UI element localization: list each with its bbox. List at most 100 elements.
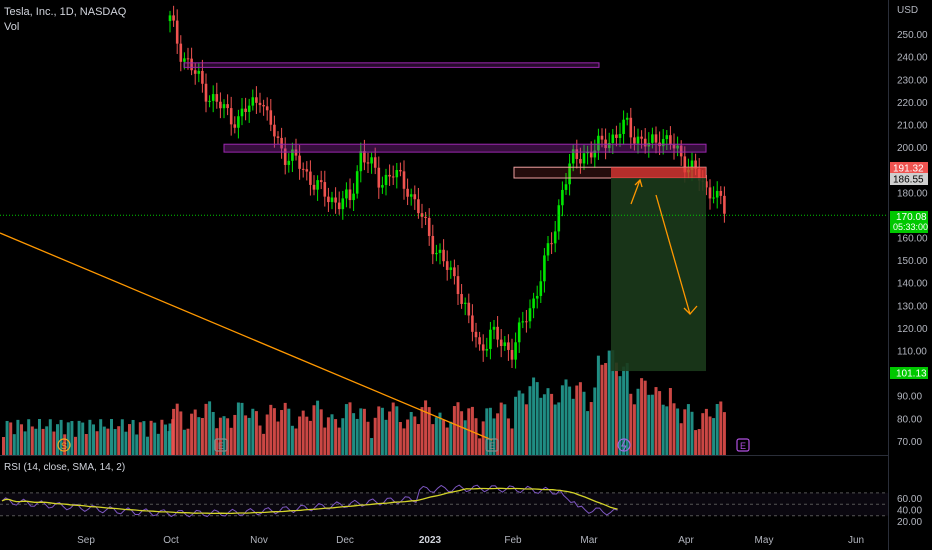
candle-body <box>237 116 240 128</box>
candle-body <box>611 134 615 144</box>
volume-bar <box>59 419 63 455</box>
candle-body <box>589 151 593 158</box>
volume-bar <box>229 427 233 455</box>
volume-bar <box>589 402 593 455</box>
earnings-marker[interactable] <box>214 438 228 452</box>
time-axis[interactable]: Sep Oct Nov Dec 2023 Feb Mar Apr May Jun <box>77 535 864 546</box>
candle-body <box>669 135 672 145</box>
candle-body <box>489 329 492 349</box>
volume-legend[interactable]: Vol <box>4 21 20 33</box>
symbol-title[interactable]: Tesla, Inc., 1D, NASDAQ <box>4 6 127 18</box>
time-tick-label: May <box>755 535 774 546</box>
candle-body <box>190 58 193 71</box>
candle-body <box>283 148 287 165</box>
candle-body <box>427 217 431 236</box>
resistance-zone-upper[interactable] <box>183 62 600 68</box>
candle-body <box>215 94 219 102</box>
candle-body <box>201 70 204 84</box>
volume-bar <box>463 420 467 455</box>
candle-body <box>341 198 345 210</box>
rsi-legend[interactable]: RSI (14, close, SMA, 14, 2) <box>4 462 125 473</box>
candle-body <box>291 149 294 161</box>
volume-bar <box>131 419 135 455</box>
candle-body <box>636 136 640 144</box>
price-pane[interactable] <box>0 0 889 550</box>
candle-body <box>510 349 514 360</box>
volume-bar <box>719 401 723 455</box>
split-marker[interactable] <box>57 438 71 452</box>
price-tick-label: 220.00 <box>897 98 928 109</box>
volume-bar <box>416 424 420 455</box>
candle-body <box>348 189 352 201</box>
volume-bar <box>251 408 255 455</box>
projection-arrow-up[interactable] <box>630 179 641 205</box>
volume-bar <box>294 428 298 455</box>
candle-body <box>193 70 197 74</box>
volume-bar <box>66 422 70 455</box>
volume-bar <box>265 414 269 455</box>
candle-body <box>168 15 172 22</box>
price-tick-label: 90.00 <box>897 392 922 403</box>
volume-bar <box>254 411 258 455</box>
price-tick-label: 230.00 <box>897 75 928 86</box>
candle-body <box>532 298 535 309</box>
volume-bar <box>535 382 539 455</box>
trend-line[interactable] <box>0 232 493 441</box>
volume-bar <box>186 428 190 455</box>
candle-body <box>197 70 201 74</box>
candle-body <box>654 134 658 143</box>
volume-bar <box>319 409 323 455</box>
candle-body <box>690 160 694 170</box>
volume-bar <box>614 362 618 455</box>
target-price-text: 101.13 <box>896 369 927 380</box>
volume-bar <box>70 421 74 455</box>
candle-body <box>485 348 489 351</box>
candle-body <box>672 144 676 149</box>
candle-body <box>463 302 467 304</box>
candle-body <box>575 149 579 159</box>
volume-bar <box>496 413 500 455</box>
candle-body <box>323 182 327 197</box>
rsi-sma-line[interactable] <box>1 487 618 515</box>
volume-bar <box>233 414 237 455</box>
volume-bar <box>701 413 705 455</box>
earnings-marker[interactable] <box>485 438 499 452</box>
rsi-pane[interactable]: RSI (14, close, SMA, 14, 2) <box>0 462 888 518</box>
volume-bar <box>48 419 52 455</box>
volume-bar <box>712 418 716 455</box>
candle-body <box>265 106 269 111</box>
volume-bar <box>424 400 428 455</box>
candle-body <box>618 133 622 138</box>
volume-bar <box>413 416 417 455</box>
volume-bar <box>575 385 579 455</box>
volume-bar <box>334 419 338 455</box>
arrow-head-up <box>634 178 643 188</box>
projection-arrow-down[interactable] <box>655 194 691 315</box>
candle-body <box>319 180 323 183</box>
candle-body <box>309 171 312 185</box>
time-tick-label: 2023 <box>419 535 442 546</box>
volume-bar <box>629 393 633 455</box>
resistance-zone-middle[interactable] <box>223 143 707 153</box>
candle-body <box>355 171 359 194</box>
volume-bar <box>156 433 160 455</box>
rsi-tick-label: 60.00 <box>897 494 922 505</box>
stop-loss-zone[interactable] <box>611 167 706 178</box>
candle-body <box>640 136 643 139</box>
volume-bar <box>391 402 395 455</box>
earnings-marker[interactable] <box>736 438 750 452</box>
volume-bar <box>56 424 59 455</box>
candle-body <box>535 295 539 299</box>
take-profit-zone[interactable] <box>611 177 706 372</box>
volume-bar <box>106 428 110 455</box>
dividend-lightning-icon[interactable] <box>617 438 631 452</box>
drawings-layer[interactable] <box>0 62 888 441</box>
price-tick-label: 200.00 <box>897 143 928 154</box>
price-tick-label: 140.00 <box>897 279 928 290</box>
candle-body <box>262 105 265 107</box>
volume-bar <box>366 421 370 455</box>
